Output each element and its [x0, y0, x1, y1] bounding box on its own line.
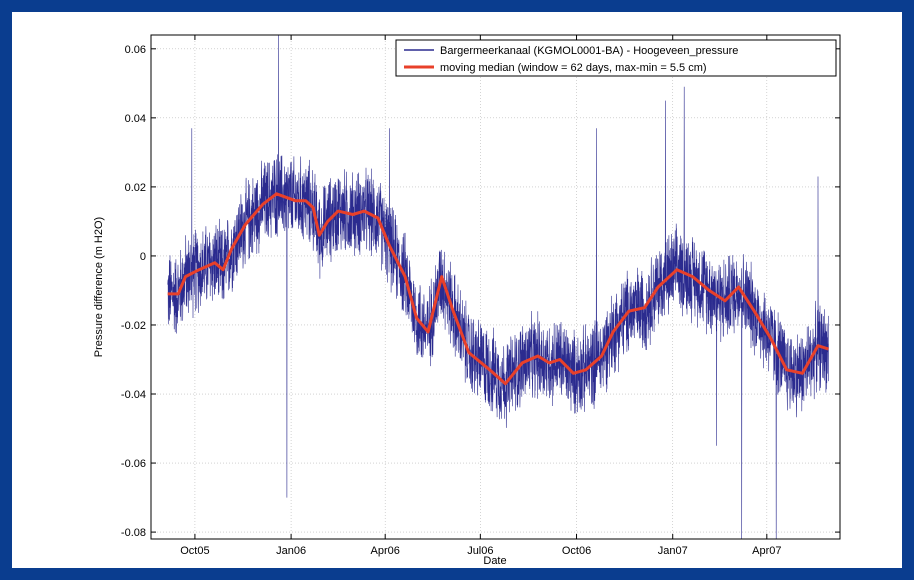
y-tick-label: 0.02 — [125, 182, 146, 194]
y-tick-label: -0.08 — [121, 527, 146, 539]
x-tick-label: Oct05 — [180, 545, 209, 557]
x-tick-label: Jan06 — [276, 545, 306, 557]
y-tick-label: -0.02 — [121, 320, 146, 332]
legend-label-median: moving median (window = 62 days, max-min… — [440, 62, 707, 74]
x-tick-label: Jan07 — [658, 545, 688, 557]
legend-label-raw: Bargermeerkanaal (KGMOL0001-BA) - Hoogev… — [440, 45, 738, 57]
series-raw-line — [167, 34, 829, 540]
series-median-line — [167, 192, 829, 386]
x-tick-label: Oct06 — [562, 545, 591, 557]
y-tick-label: -0.04 — [121, 389, 146, 401]
y-tick-label: -0.06 — [121, 458, 146, 470]
legend: Bargermeerkanaal (KGMOL0001-BA) - Hoogev… — [395, 39, 837, 77]
x-tick-label: Apr06 — [371, 545, 400, 557]
chart: 0.06 0.04 0.02 0 -0.02 -0.04 -0.06 -0.08 Oct05 Ja… — [93, 34, 841, 567]
chart-frame: 0.06 0.04 0.02 0 -0.02 -0.04 -0.06 -0.08 Oct05 Ja… — [12, 12, 902, 568]
series-layer — [167, 34, 829, 540]
x-tick-label: Apr07 — [752, 545, 781, 557]
y-tick-label: 0.06 — [125, 44, 146, 56]
legend-box — [395, 39, 837, 77]
plot-border — [150, 34, 841, 540]
y-tick-label: 0.04 — [125, 113, 146, 125]
y-axis-label: Pressure difference (m H2O) — [93, 217, 105, 357]
plot-area — [151, 35, 840, 539]
x-axis-label: Date — [483, 555, 506, 567]
y-tick-label: 0 — [140, 251, 146, 263]
x-tick-label: Jul06 — [467, 545, 493, 557]
ticks: 0.06 0.04 0.02 0 -0.02 -0.04 -0.06 -0.08 Oct05 Ja… — [121, 35, 840, 557]
